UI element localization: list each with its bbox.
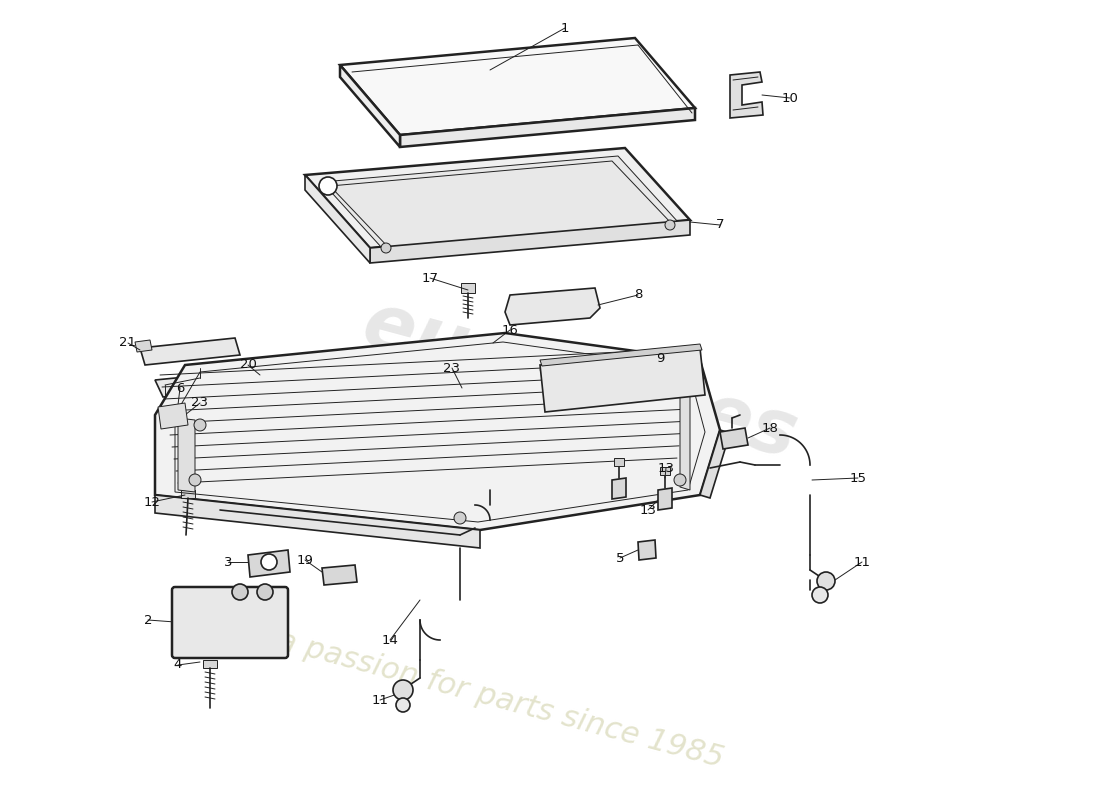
Text: 11: 11 bbox=[372, 694, 388, 706]
Text: 10: 10 bbox=[782, 91, 799, 105]
Polygon shape bbox=[322, 565, 358, 585]
Circle shape bbox=[817, 572, 835, 590]
Circle shape bbox=[666, 220, 675, 230]
Polygon shape bbox=[680, 375, 690, 490]
Polygon shape bbox=[155, 333, 720, 530]
Text: eu  spares: eu spares bbox=[355, 286, 805, 474]
Polygon shape bbox=[370, 220, 690, 263]
Polygon shape bbox=[182, 490, 195, 498]
Text: 14: 14 bbox=[382, 634, 398, 646]
Text: 23: 23 bbox=[443, 362, 461, 374]
Text: 16: 16 bbox=[502, 323, 518, 337]
Polygon shape bbox=[340, 38, 695, 135]
Polygon shape bbox=[540, 348, 705, 412]
Circle shape bbox=[194, 419, 206, 431]
Circle shape bbox=[381, 243, 390, 253]
Polygon shape bbox=[204, 660, 217, 668]
Polygon shape bbox=[483, 340, 497, 348]
Polygon shape bbox=[158, 403, 188, 429]
Circle shape bbox=[319, 177, 337, 195]
Polygon shape bbox=[178, 418, 195, 492]
Circle shape bbox=[674, 474, 686, 486]
Polygon shape bbox=[305, 148, 690, 248]
Circle shape bbox=[189, 474, 201, 486]
Text: 5: 5 bbox=[616, 551, 625, 565]
Text: 9: 9 bbox=[656, 351, 664, 365]
Circle shape bbox=[257, 584, 273, 600]
Text: 17: 17 bbox=[421, 271, 439, 285]
Text: 21: 21 bbox=[120, 337, 136, 350]
Polygon shape bbox=[140, 338, 240, 365]
Circle shape bbox=[261, 554, 277, 570]
Polygon shape bbox=[614, 458, 624, 466]
Text: 11: 11 bbox=[854, 555, 870, 569]
Circle shape bbox=[454, 512, 466, 524]
Polygon shape bbox=[730, 72, 763, 118]
Circle shape bbox=[812, 587, 828, 603]
Polygon shape bbox=[638, 540, 656, 560]
Polygon shape bbox=[540, 344, 702, 366]
Text: 18: 18 bbox=[761, 422, 779, 434]
Polygon shape bbox=[135, 340, 152, 352]
Polygon shape bbox=[510, 345, 528, 368]
Polygon shape bbox=[660, 467, 670, 475]
Polygon shape bbox=[700, 430, 730, 498]
Circle shape bbox=[232, 584, 248, 600]
Text: 7: 7 bbox=[716, 218, 724, 231]
Polygon shape bbox=[612, 478, 626, 499]
Text: 3: 3 bbox=[223, 555, 232, 569]
Text: 6: 6 bbox=[176, 382, 184, 394]
Text: 20: 20 bbox=[240, 358, 256, 371]
Polygon shape bbox=[658, 488, 672, 510]
Text: 2: 2 bbox=[144, 614, 152, 626]
Polygon shape bbox=[720, 428, 748, 449]
Polygon shape bbox=[400, 108, 695, 147]
Polygon shape bbox=[340, 65, 400, 147]
Circle shape bbox=[396, 698, 410, 712]
Circle shape bbox=[393, 680, 412, 700]
Polygon shape bbox=[155, 495, 480, 548]
Text: 12: 12 bbox=[143, 495, 161, 509]
Polygon shape bbox=[305, 175, 370, 263]
Text: a passion for parts since 1985: a passion for parts since 1985 bbox=[274, 626, 726, 774]
Text: 13: 13 bbox=[639, 503, 657, 517]
Text: 8: 8 bbox=[634, 289, 642, 302]
Polygon shape bbox=[505, 288, 600, 325]
Text: 15: 15 bbox=[849, 471, 867, 485]
Polygon shape bbox=[155, 345, 518, 397]
Text: 4: 4 bbox=[174, 658, 183, 671]
Text: 1: 1 bbox=[561, 22, 570, 34]
Text: 13: 13 bbox=[658, 462, 674, 474]
Polygon shape bbox=[322, 156, 678, 248]
Text: 19: 19 bbox=[297, 554, 313, 566]
FancyBboxPatch shape bbox=[172, 587, 288, 658]
Text: 23: 23 bbox=[191, 397, 209, 410]
Polygon shape bbox=[461, 283, 475, 293]
Polygon shape bbox=[248, 550, 290, 577]
